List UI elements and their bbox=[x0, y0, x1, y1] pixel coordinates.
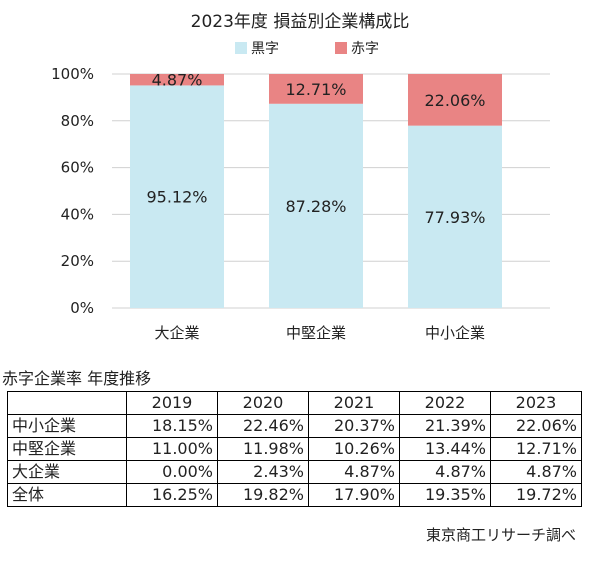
bar-segment-profit bbox=[130, 85, 224, 309]
chart-title: 2023年度 損益別企業構成比 bbox=[191, 12, 410, 32]
table-cell: 19.35% bbox=[399, 483, 491, 507]
legend-label-0: 黒字 bbox=[251, 41, 279, 57]
table-cell: 16.25% bbox=[126, 483, 218, 507]
legend-swatch-0 bbox=[235, 42, 247, 54]
table-row: 中堅企業 11.00% 11.98% 10.26% 13.44% 12.71% bbox=[7, 437, 582, 461]
bars: 95.12% 4.87% 87.28% 12.71% 77.93% 22.06% bbox=[130, 71, 502, 309]
table-cell: 21.39% bbox=[399, 414, 491, 438]
bar-segment-loss bbox=[408, 74, 502, 126]
table-header-row: 2019 2020 2021 2022 2023 bbox=[7, 391, 582, 415]
x-axis: 大企業 中堅企業 中小企業 bbox=[154, 324, 485, 342]
y-tick-label: 0% bbox=[70, 299, 94, 317]
legend-label-1: 赤字 bbox=[351, 41, 379, 57]
y-tick-label: 80% bbox=[61, 112, 94, 130]
x-tick-label: 中小企業 bbox=[425, 324, 485, 342]
table-cell: 2.43% bbox=[217, 460, 309, 484]
data-label: 87.28% bbox=[285, 197, 346, 216]
year-header-2020: 2020 bbox=[217, 391, 309, 415]
year-header-2022: 2022 bbox=[399, 391, 491, 415]
bar-segment-profit bbox=[269, 103, 363, 308]
data-label: 95.12% bbox=[146, 188, 207, 207]
table-cell: 20.37% bbox=[308, 414, 400, 438]
row-label: 大企業 bbox=[7, 460, 127, 484]
y-tick-label: 20% bbox=[61, 252, 94, 270]
row-label: 中小企業 bbox=[7, 414, 127, 438]
data-label: 4.87% bbox=[152, 71, 203, 90]
x-tick-label: 大企業 bbox=[154, 324, 199, 342]
year-header-2021: 2021 bbox=[308, 391, 400, 415]
y-tick-label: 100% bbox=[51, 65, 94, 83]
table-cell: 12.71% bbox=[490, 437, 582, 461]
table-cell: 19.72% bbox=[490, 483, 582, 507]
source-credit: 東京商工リサーチ調べ bbox=[425, 526, 576, 544]
data-label: 12.71% bbox=[285, 80, 346, 99]
table-corner-cell bbox=[7, 391, 127, 415]
table-row: 大企業 0.00% 2.43% 4.87% 4.87% 4.87% bbox=[7, 460, 582, 484]
y-tick-label: 60% bbox=[61, 159, 94, 177]
table-cell: 19.82% bbox=[217, 483, 309, 507]
bar-segment-profit bbox=[408, 125, 502, 308]
row-label: 中堅企業 bbox=[7, 437, 127, 461]
table-caption: 赤字企業率 年度推移 bbox=[2, 369, 152, 388]
table-cell: 18.15% bbox=[126, 414, 218, 438]
chart-legend: 黒字 赤字 bbox=[235, 41, 379, 57]
table-cell: 22.06% bbox=[490, 414, 582, 438]
bar-segment-loss bbox=[130, 74, 224, 86]
table-row: 全体 16.25% 19.82% 17.90% 19.35% 19.72% bbox=[7, 483, 582, 507]
stacked-bar-chart: 2023年度 損益別企業構成比 黒字 赤字 0%20%40%60%80%100% … bbox=[51, 12, 550, 342]
year-header-2023: 2023 bbox=[490, 391, 582, 415]
table-cell: 11.00% bbox=[126, 437, 218, 461]
table-cell: 13.44% bbox=[399, 437, 491, 461]
table-row: 中小企業 18.15% 22.46% 20.37% 21.39% 22.06% bbox=[7, 414, 582, 438]
data-label: 77.93% bbox=[424, 208, 485, 227]
x-tick-label: 中堅企業 bbox=[286, 324, 346, 342]
table-cell: 10.26% bbox=[308, 437, 400, 461]
table-cell: 0.00% bbox=[126, 460, 218, 484]
table-cell: 4.87% bbox=[490, 460, 582, 484]
table-cell: 22.46% bbox=[217, 414, 309, 438]
table-cell: 4.87% bbox=[399, 460, 491, 484]
y-axis: 0% 20% 40% 60% 80% 100% bbox=[51, 65, 94, 317]
year-header-2019: 2019 bbox=[126, 391, 218, 415]
table-cell: 4.87% bbox=[308, 460, 400, 484]
y-tick-label: 40% bbox=[61, 205, 94, 223]
bar-segment-loss bbox=[269, 74, 363, 104]
table-cell: 11.98% bbox=[217, 437, 309, 461]
row-label: 全体 bbox=[7, 483, 127, 507]
table-cell: 17.90% bbox=[308, 483, 400, 507]
data-label: 22.06% bbox=[424, 91, 485, 110]
loss-rate-table: 2019 2020 2021 2022 2023 中小企業 18.15% 22.… bbox=[7, 391, 582, 507]
legend-swatch-1 bbox=[335, 42, 347, 54]
